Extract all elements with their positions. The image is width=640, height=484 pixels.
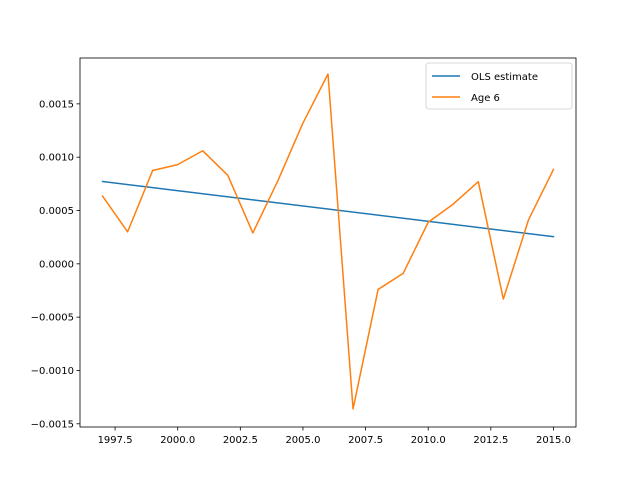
x-tick-label: 2000.0 xyxy=(160,435,195,446)
y-tick-label: 0.0015 xyxy=(39,99,74,110)
axes-frame xyxy=(79,57,577,428)
y-tick-label: −0.0010 xyxy=(31,366,74,377)
legend-label-0: OLS estimate xyxy=(471,72,538,83)
x-tick-label: 2002.5 xyxy=(223,435,258,446)
y-tick-label: −0.0015 xyxy=(31,419,74,430)
x-tick-label: 2005.0 xyxy=(285,435,320,446)
legend: OLS estimate Age 6 xyxy=(425,62,573,110)
x-axis: 1997.5 2000.0 2002.5 2005.0 2007.5 2010.0 2012… xyxy=(98,427,571,446)
legend-label-1: Age 6 xyxy=(471,93,500,104)
y-axis: −0.0015 −0.0010 −0.0005 0.0000 0.0005 0.0010 0… xyxy=(31,99,80,430)
x-tick-label: 2007.5 xyxy=(348,435,383,446)
y-tick-label: −0.0005 xyxy=(31,313,74,324)
x-tick-label: 1997.5 xyxy=(98,435,133,446)
x-tick-label: 2015.0 xyxy=(536,435,571,446)
legend-box xyxy=(425,62,573,110)
series-layer xyxy=(101,73,555,410)
y-tick-label: 0.0000 xyxy=(39,259,74,270)
series-line-0 xyxy=(101,180,555,238)
y-tick-label: 0.0010 xyxy=(39,153,74,164)
y-tick-label: 0.0005 xyxy=(39,206,74,217)
x-tick-label: 2012.5 xyxy=(473,435,508,446)
x-tick-label: 2010.0 xyxy=(411,435,446,446)
series-line-1 xyxy=(101,73,555,410)
